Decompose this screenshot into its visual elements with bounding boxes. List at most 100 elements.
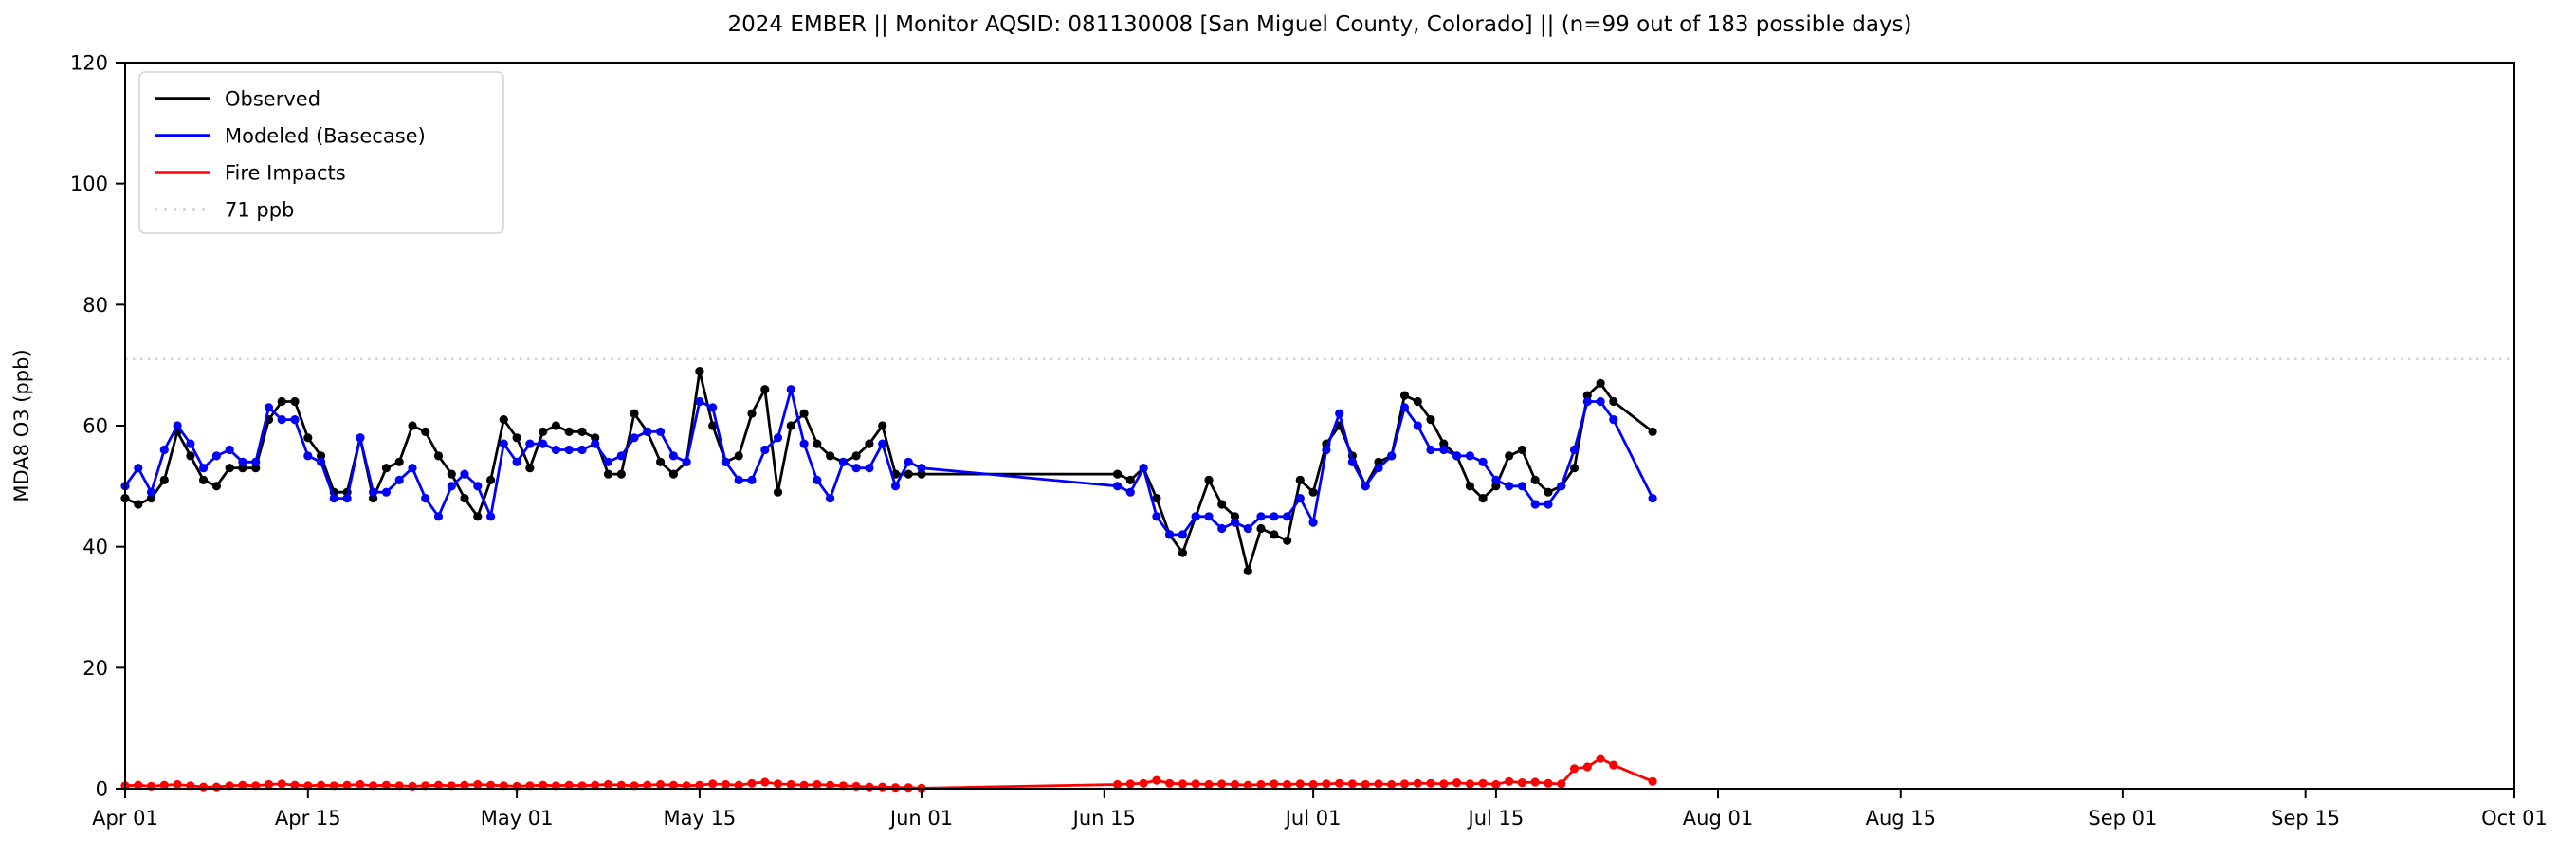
data-point (1125, 487, 1135, 497)
data-point (668, 780, 679, 790)
data-point (591, 433, 600, 443)
data-point (1204, 475, 1214, 484)
data-point (577, 445, 587, 455)
data-point (591, 780, 600, 790)
data-point (134, 464, 143, 473)
data-point (1569, 464, 1580, 473)
data-point (1596, 378, 1605, 388)
data-point (1125, 779, 1135, 789)
data-point (486, 512, 496, 521)
data-point (1243, 780, 1252, 790)
data-point (1452, 451, 1462, 461)
data-point (890, 482, 901, 491)
data-point (656, 457, 666, 466)
plot-area: 0 20 40 60 80 100 120 Apr 01 Apr 15 May 01 May 15 J… (70, 52, 2548, 830)
data-point (1544, 500, 1553, 509)
data-point (799, 439, 809, 448)
legend-box (138, 71, 504, 234)
data-point (1295, 494, 1305, 503)
data-point (826, 494, 835, 503)
data-point (734, 475, 743, 484)
data-point (564, 427, 574, 436)
data-point (1648, 427, 1657, 436)
data-point (1399, 779, 1410, 789)
data-point (238, 780, 247, 790)
data-point (1178, 530, 1187, 539)
data-point (1230, 518, 1240, 527)
data-point (1609, 760, 1618, 770)
y-axis-label: MDA8 O3 (ppb) (10, 349, 33, 501)
legend: Observed Modeled (Basecase) Fire Impacts 71… (138, 71, 504, 234)
data-point (1517, 482, 1526, 491)
data-point (1270, 530, 1279, 539)
data-point (1139, 464, 1148, 473)
data-point (1478, 494, 1488, 503)
data-point (838, 457, 849, 466)
y-tick-label: 20 (82, 657, 108, 680)
data-point (173, 779, 182, 790)
data-point (721, 779, 731, 790)
data-point (643, 427, 652, 436)
data-point (173, 421, 182, 430)
data-point (369, 494, 378, 503)
data-point (146, 494, 156, 503)
series-line (124, 757, 1653, 790)
x-tick-label: Oct 01 (2481, 807, 2548, 830)
data-point (695, 780, 704, 790)
data-point (760, 385, 770, 394)
data-point (851, 451, 861, 461)
data-point (447, 469, 456, 479)
y-tick-label: 80 (82, 294, 108, 317)
data-point (159, 445, 169, 455)
data-point (878, 421, 887, 430)
data-point (1347, 457, 1357, 466)
data-point (813, 779, 822, 790)
data-point (917, 464, 926, 473)
data-point (317, 451, 326, 461)
data-point (1270, 779, 1279, 789)
data-point (826, 451, 835, 461)
data-point (747, 475, 757, 484)
data-point (1530, 475, 1540, 484)
data-point (1505, 451, 1514, 461)
data-point (1113, 779, 1123, 790)
data-point (786, 385, 795, 394)
data-point (1256, 512, 1266, 521)
data-point (1270, 512, 1279, 521)
data-point (199, 782, 209, 792)
data-point (1308, 779, 1318, 790)
data-point (1452, 778, 1462, 788)
data-point (408, 421, 417, 430)
data-point (381, 487, 391, 497)
data-point (238, 464, 247, 473)
data-point (668, 469, 679, 479)
y-tick-label: 120 (70, 52, 108, 75)
data-point (303, 433, 313, 443)
data-point (421, 494, 430, 503)
data-point (199, 464, 209, 473)
data-point (734, 780, 743, 790)
y-tick-label: 40 (82, 536, 108, 558)
data-point (616, 469, 626, 479)
data-point (342, 494, 352, 503)
data-point (564, 780, 574, 790)
data-point (1387, 779, 1397, 790)
data-point (1347, 779, 1357, 789)
data-point (656, 427, 666, 436)
data-point (473, 512, 483, 521)
data-point (1426, 445, 1435, 455)
data-point (433, 451, 444, 461)
data-point (1217, 523, 1227, 534)
data-point (773, 433, 783, 443)
data-point (1283, 536, 1292, 545)
data-point (1178, 779, 1187, 789)
data-point (473, 482, 483, 491)
data-point (225, 445, 234, 455)
data-point (356, 433, 365, 443)
data-point (799, 780, 809, 790)
data-point (1478, 778, 1488, 788)
data-point (1399, 391, 1410, 400)
data-point (865, 464, 874, 473)
data-point (1426, 778, 1435, 788)
